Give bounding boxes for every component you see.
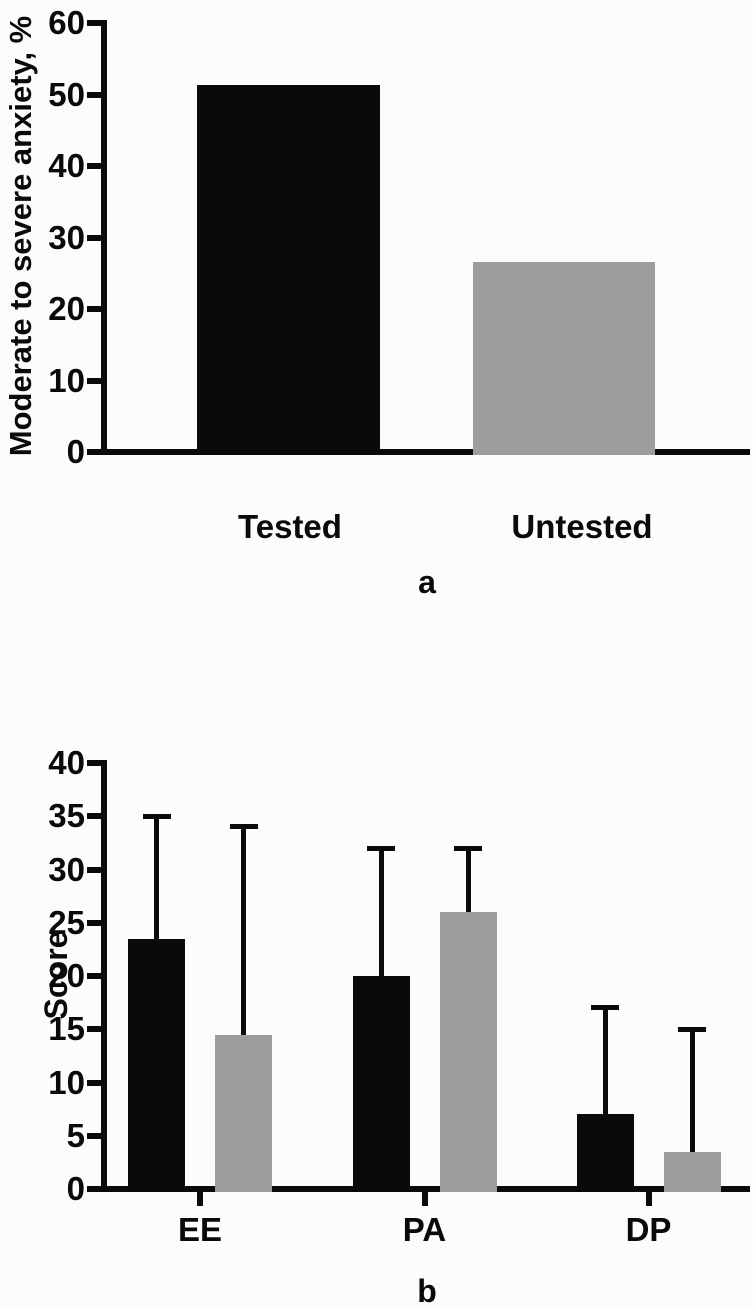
y-tick-label: 30 [48,850,85,888]
y-tick-label: 0 [66,1170,85,1207]
error-bar-cap [678,1026,706,1032]
y-tick-label: 50 [48,75,85,113]
y-tick-mark [87,449,101,455]
y-tick-mark [87,813,101,820]
bar-black-dp [576,1114,634,1192]
y-tick-label: 35 [48,797,85,835]
bar-gray-dp [663,1151,721,1192]
y-tick-mark [87,163,101,169]
x-tick-mark [421,1192,428,1206]
y-tick-label: 25 [48,903,85,941]
x-category-label: EE [177,1211,223,1248]
error-bar-stem [241,826,246,1035]
y-axis-line [101,20,107,455]
x-category-label: PA [402,1211,447,1248]
error-bar-stem [465,848,471,913]
y-tick-mark [87,20,101,26]
x-tick-mark [197,1192,203,1206]
error-bar-cap [454,845,482,851]
y-tick-label: 40 [48,147,85,184]
y-tick-label: 10 [48,1063,85,1101]
y-tick-label: 20 [48,957,85,994]
error-bar-stem [602,1007,608,1115]
x-category-label: DP [625,1211,672,1248]
y-tick-label: 15 [48,1010,85,1048]
bar-black-ee [128,938,185,1192]
bar-black-pa [352,976,410,1192]
y-tick-mark [87,866,101,873]
bar-gray-ee [215,1034,272,1192]
y-axis-line [101,760,107,1192]
panel-b-letter: b [417,1273,437,1309]
error-bar-cap [142,813,171,819]
y-tick-mark [87,760,101,766]
y-tick-label: 20 [48,290,85,327]
error-bar-stem [378,848,384,976]
error-bar-cap [229,824,258,830]
y-tick-mark [87,1026,101,1033]
y-tick-mark [87,91,101,98]
panel-a-letter: a [418,564,436,600]
y-tick-mark [87,234,101,241]
y-tick-label: 60 [48,4,85,41]
y-tick-mark [87,1132,101,1139]
bar-gray-pa [439,912,497,1192]
y-tick-mark [87,1079,101,1086]
y-tick-label: 40 [48,744,85,781]
y-tick-label: 5 [66,1116,85,1154]
y-tick-label: 0 [66,433,85,470]
y-tick-mark [87,306,101,312]
y-tick-mark [87,377,101,384]
y-tick-mark [87,919,101,926]
error-bar-stem [154,816,159,939]
x-category-label: Tested [238,508,342,545]
error-bar-stem [689,1029,695,1152]
x-axis-line [101,1186,750,1192]
bar-untested [473,261,655,455]
error-bar-cap [367,845,395,851]
y-tick-label: 10 [48,361,85,399]
y-tick-mark [87,1186,101,1192]
bar-tested [197,85,380,455]
y-tick-label: 30 [48,218,85,256]
x-category-label: Untested [511,508,653,545]
error-bar-cap [591,1005,619,1011]
x-axis-line [101,449,750,455]
y-tick-mark [87,973,101,979]
x-tick-mark [645,1192,652,1206]
